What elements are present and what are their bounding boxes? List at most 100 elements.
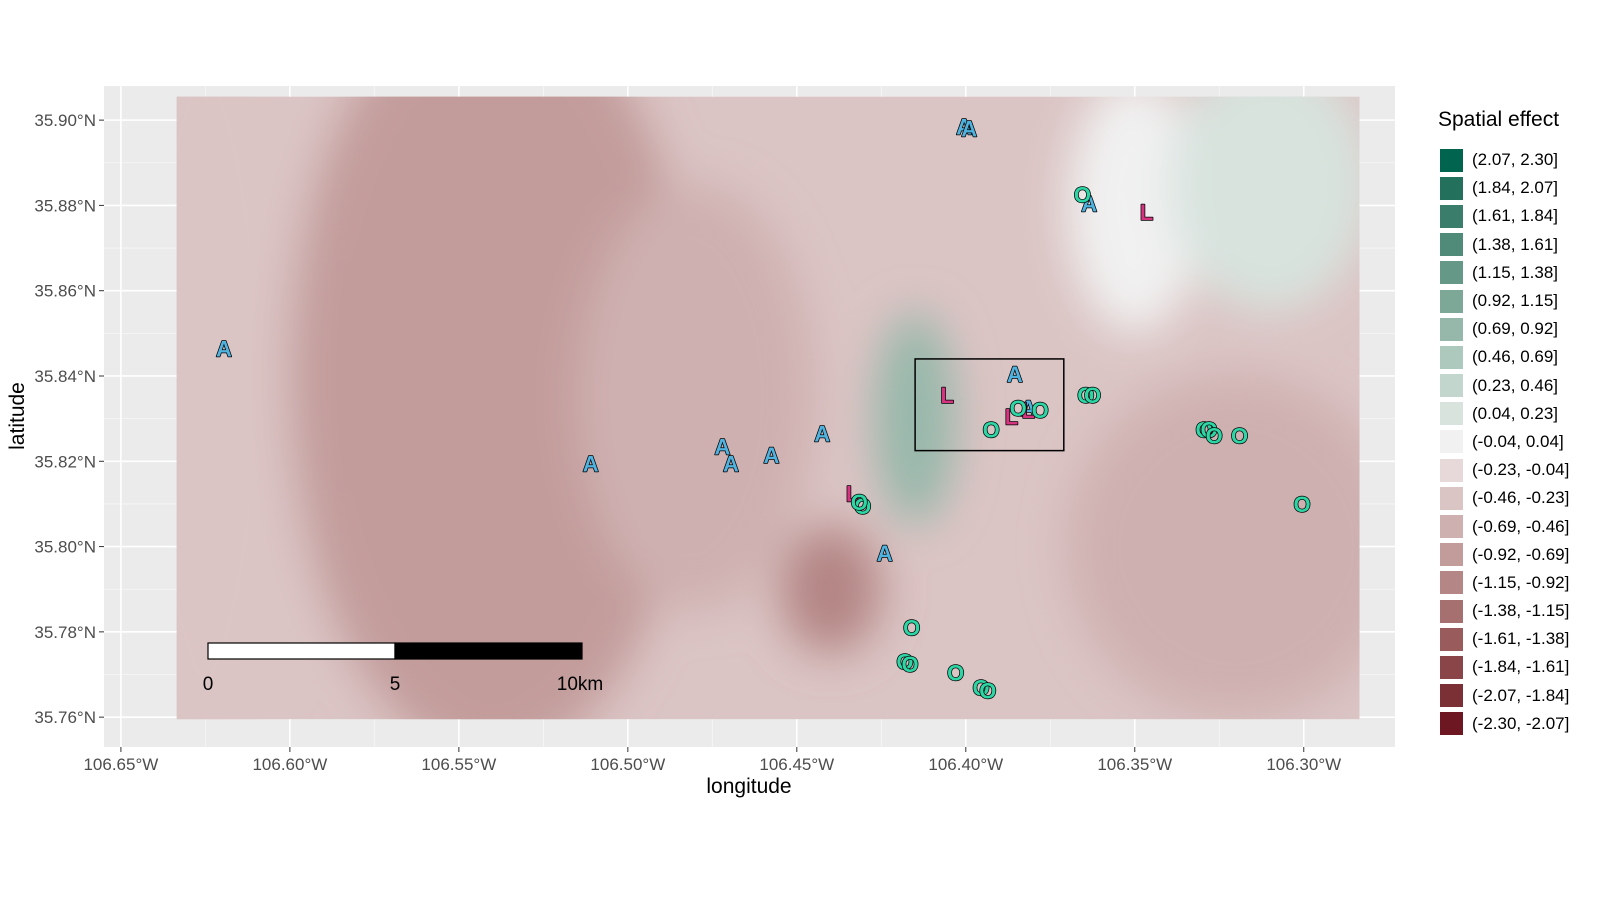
y-tick-label: 35.88°N [34,196,96,215]
legend-item: (1.38, 1.61] [1440,231,1600,259]
study-area-box [914,358,1065,452]
legend-color-key [1440,374,1463,398]
legend-label: (1.61, 1.84] [1472,206,1559,226]
x-tick-label: 106.55°W [421,755,496,774]
point-marker: O [1074,183,1091,208]
legend-item: (-0.46, -0.23] [1440,484,1600,512]
y-tick-label: 35.78°N [34,623,96,642]
y-axis-ticks: 35.76°N 35.78°N 35.80°N 35.82°N 35.84°N 35.86… [34,111,104,727]
surface-blob [577,184,814,611]
point-marker: O [1195,417,1212,442]
x-tick-label: 106.45°W [759,755,834,774]
legend-label: (1.38, 1.61] [1472,234,1559,254]
legend-title: Spatial effect [1438,108,1560,131]
legend-item: (-1.61, -1.38] [1440,625,1600,653]
legend-color-key [1440,402,1463,426]
legend-color-key [1440,571,1463,595]
point-marker: O [1032,398,1049,423]
y-tick-label: 35.86°N [34,282,96,301]
legend-label: (-0.69, -0.46] [1472,516,1570,536]
legend-label: (-1.61, -1.38] [1472,629,1570,649]
y-tick-label: 35.84°N [34,367,96,386]
legend-item: (-2.30, -2.07] [1440,710,1600,738]
legend-color-key [1440,599,1463,623]
surface-blob [289,96,696,720]
legend-item: (0.92, 1.15] [1440,287,1600,315]
spatial-effect-surface [176,96,1360,720]
point-marker: A [1007,362,1023,387]
x-axis-title: longitude [706,775,791,798]
x-tick-label: 106.35°W [1097,755,1172,774]
point-marker: A [877,541,893,566]
legend-color-key [1440,148,1463,172]
y-axis-title: latitude [6,382,29,450]
legend-label: (-1.38, -1.15] [1472,601,1570,621]
legend-color-key [1440,345,1463,369]
legend-color-key [1440,627,1463,651]
surface-blob [1168,96,1360,312]
legend-label: (0.69, 0.92] [1472,319,1559,339]
legend-item: (2.07, 2.30] [1440,146,1600,174]
scale-bar-label: 5 [390,674,401,695]
point-marker: O [947,660,964,685]
scale-bar-label: 10km [557,674,603,695]
x-tick-label: 106.50°W [590,755,665,774]
point-marker: A [216,336,232,361]
legend-items: (2.07, 2.30] (1.84, 2.07] (1.61, 1.84] (1.3… [1440,146,1600,738]
legend-color-key [1440,543,1463,567]
legend-item: (1.61, 1.84] [1440,202,1600,230]
legend-item: (-1.38, -1.15] [1440,597,1600,625]
legend-color-key [1440,204,1463,228]
legend-item: (-2.07, -1.84] [1440,682,1600,710]
legend-color-key [1440,684,1463,708]
surface-blob [1067,96,1203,334]
legend-label: (-2.30, -2.07] [1472,713,1570,733]
legend-color-key [1440,712,1463,736]
scale-bar-white [207,642,396,660]
x-tick-label: 106.40°W [928,755,1003,774]
surface-blobs [176,96,1360,720]
legend-label: (0.04, 0.23] [1472,403,1559,423]
legend-item: (1.15, 1.38] [1440,259,1600,287]
legend-item: (0.04, 0.23] [1440,400,1600,428]
point-marker: O [851,490,868,515]
legend-item: (0.69, 0.92] [1440,315,1600,343]
legend-item: (0.23, 0.46] [1440,372,1600,400]
legend-label: (0.23, 0.46] [1472,375,1559,395]
point-marker: A [764,443,780,468]
legend-color-key [1440,289,1463,313]
legend-label: (-1.15, -0.92] [1472,572,1570,592]
point-marker: O [983,417,1000,442]
point-marker: L [940,383,953,408]
legend-label: (1.84, 2.07] [1472,178,1559,198]
legend-label: (-1.84, -1.61] [1472,657,1570,677]
legend-label: (-0.23, -0.04] [1472,460,1570,480]
legend-item: (1.84, 2.07] [1440,174,1600,202]
legend-color-key [1440,515,1463,539]
legend: Spatial effect (2.07, 2.30] (1.84, 2.07](… [1438,108,1600,738]
x-tick-label: 106.60°W [252,755,327,774]
y-tick-label: 35.80°N [34,538,96,557]
point-marker: L [1140,200,1153,225]
surface-blob [1067,376,1360,718]
point-marker: A [961,117,977,142]
point-marker: O [1084,383,1101,408]
point-marker: O [903,616,920,641]
legend-label: (0.92, 1.15] [1472,291,1559,311]
legend-label: (1.15, 1.38] [1472,262,1559,282]
point-marker: O [1231,424,1248,449]
legend-item: (-0.23, -0.04] [1440,456,1600,484]
legend-label: (-0.04, 0.04] [1472,431,1564,451]
legend-item: (-1.84, -1.61] [1440,653,1600,681]
legend-item: (-0.04, 0.04] [1440,428,1600,456]
legend-label: (0.46, 0.69] [1472,347,1559,367]
scale-bar-black [394,642,583,660]
legend-label: (-2.07, -1.84] [1472,685,1570,705]
point-marker: A [1020,396,1036,421]
legend-label: (-0.46, -0.23] [1472,488,1570,508]
point-marker: O [1293,492,1310,517]
legend-color-key [1440,233,1463,257]
surface-blob [176,96,307,720]
